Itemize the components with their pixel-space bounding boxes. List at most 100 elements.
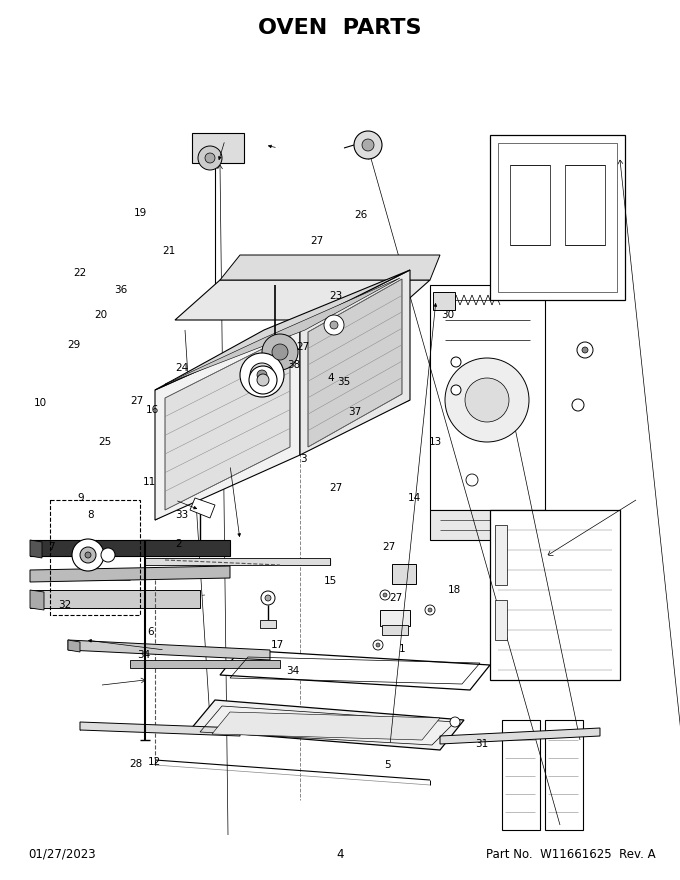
- Bar: [382, 625, 408, 635]
- Text: 27: 27: [389, 593, 403, 604]
- Polygon shape: [490, 510, 620, 680]
- Text: 37: 37: [348, 407, 362, 417]
- Text: 27: 27: [131, 396, 144, 407]
- Text: 3: 3: [300, 454, 307, 465]
- Text: 9: 9: [77, 493, 84, 503]
- Bar: [380, 610, 410, 626]
- Circle shape: [330, 321, 338, 329]
- Text: 38: 38: [287, 360, 301, 370]
- Circle shape: [354, 131, 382, 159]
- Polygon shape: [80, 722, 240, 736]
- Polygon shape: [545, 720, 583, 830]
- Text: 16: 16: [146, 405, 159, 415]
- Text: 22: 22: [73, 268, 87, 278]
- Polygon shape: [220, 650, 490, 690]
- Circle shape: [425, 605, 435, 615]
- Circle shape: [257, 370, 267, 380]
- Text: 14: 14: [408, 493, 422, 503]
- Bar: [510, 165, 550, 245]
- Text: 36: 36: [114, 285, 128, 296]
- Text: 35: 35: [337, 377, 351, 387]
- Polygon shape: [130, 660, 280, 668]
- Text: 28: 28: [129, 759, 143, 769]
- Text: 2: 2: [175, 539, 182, 549]
- Circle shape: [582, 347, 588, 353]
- Text: 25: 25: [98, 436, 112, 447]
- Polygon shape: [30, 566, 230, 582]
- Circle shape: [80, 547, 96, 563]
- Text: 15: 15: [324, 576, 337, 586]
- Polygon shape: [430, 510, 545, 540]
- Text: 6: 6: [148, 627, 154, 637]
- Circle shape: [451, 385, 461, 395]
- Text: 24: 24: [175, 363, 189, 373]
- Text: 01/27/2023: 01/27/2023: [28, 847, 96, 861]
- Text: Part No.  W11661625  Rev. A: Part No. W11661625 Rev. A: [486, 847, 656, 861]
- Text: 13: 13: [428, 436, 442, 447]
- Bar: [433, 292, 455, 310]
- Polygon shape: [165, 278, 400, 384]
- Text: 4: 4: [336, 847, 344, 861]
- Polygon shape: [155, 270, 410, 390]
- Text: 17: 17: [271, 640, 284, 650]
- Text: 27: 27: [382, 542, 396, 553]
- Text: 21: 21: [162, 246, 175, 256]
- Circle shape: [428, 608, 432, 612]
- Polygon shape: [300, 270, 410, 455]
- Circle shape: [376, 643, 380, 647]
- Bar: [495, 525, 507, 585]
- Text: OVEN  PARTS: OVEN PARTS: [258, 18, 422, 38]
- Circle shape: [250, 363, 274, 387]
- Text: 5: 5: [384, 759, 391, 770]
- Circle shape: [257, 374, 269, 386]
- Polygon shape: [212, 712, 440, 740]
- Circle shape: [445, 358, 529, 442]
- Polygon shape: [308, 279, 402, 447]
- Circle shape: [265, 595, 271, 601]
- Text: 7: 7: [48, 542, 55, 553]
- Circle shape: [272, 344, 288, 360]
- Polygon shape: [190, 700, 464, 750]
- Circle shape: [261, 591, 275, 605]
- Polygon shape: [165, 335, 290, 510]
- Text: 27: 27: [296, 341, 310, 352]
- Polygon shape: [155, 325, 300, 520]
- Text: 18: 18: [447, 584, 461, 595]
- Circle shape: [72, 539, 104, 571]
- Circle shape: [262, 334, 298, 370]
- Text: 19: 19: [133, 208, 147, 218]
- Circle shape: [198, 146, 222, 170]
- Text: 29: 29: [67, 340, 80, 350]
- Polygon shape: [190, 498, 215, 518]
- Text: 27: 27: [310, 236, 324, 246]
- Circle shape: [324, 315, 344, 335]
- Text: 11: 11: [143, 477, 156, 488]
- Text: 31: 31: [475, 739, 488, 750]
- Circle shape: [101, 548, 115, 562]
- Circle shape: [466, 474, 478, 486]
- Bar: [50, 500, 140, 615]
- Circle shape: [380, 590, 390, 600]
- Text: 10: 10: [34, 398, 48, 408]
- Bar: [260, 620, 276, 628]
- Circle shape: [577, 342, 593, 358]
- Circle shape: [450, 717, 460, 727]
- Circle shape: [85, 552, 91, 558]
- Polygon shape: [30, 540, 230, 556]
- Text: 34: 34: [137, 649, 151, 660]
- Circle shape: [451, 357, 461, 367]
- Polygon shape: [68, 640, 80, 652]
- Text: 8: 8: [87, 510, 94, 520]
- Circle shape: [373, 640, 383, 650]
- Circle shape: [362, 139, 374, 151]
- Bar: [495, 600, 507, 640]
- Circle shape: [249, 366, 277, 394]
- Polygon shape: [145, 558, 330, 565]
- Text: 30: 30: [441, 310, 454, 320]
- Bar: [565, 165, 605, 245]
- Polygon shape: [30, 590, 200, 608]
- Circle shape: [240, 353, 284, 397]
- Polygon shape: [175, 280, 430, 320]
- Circle shape: [465, 378, 509, 422]
- Bar: [192, 133, 244, 163]
